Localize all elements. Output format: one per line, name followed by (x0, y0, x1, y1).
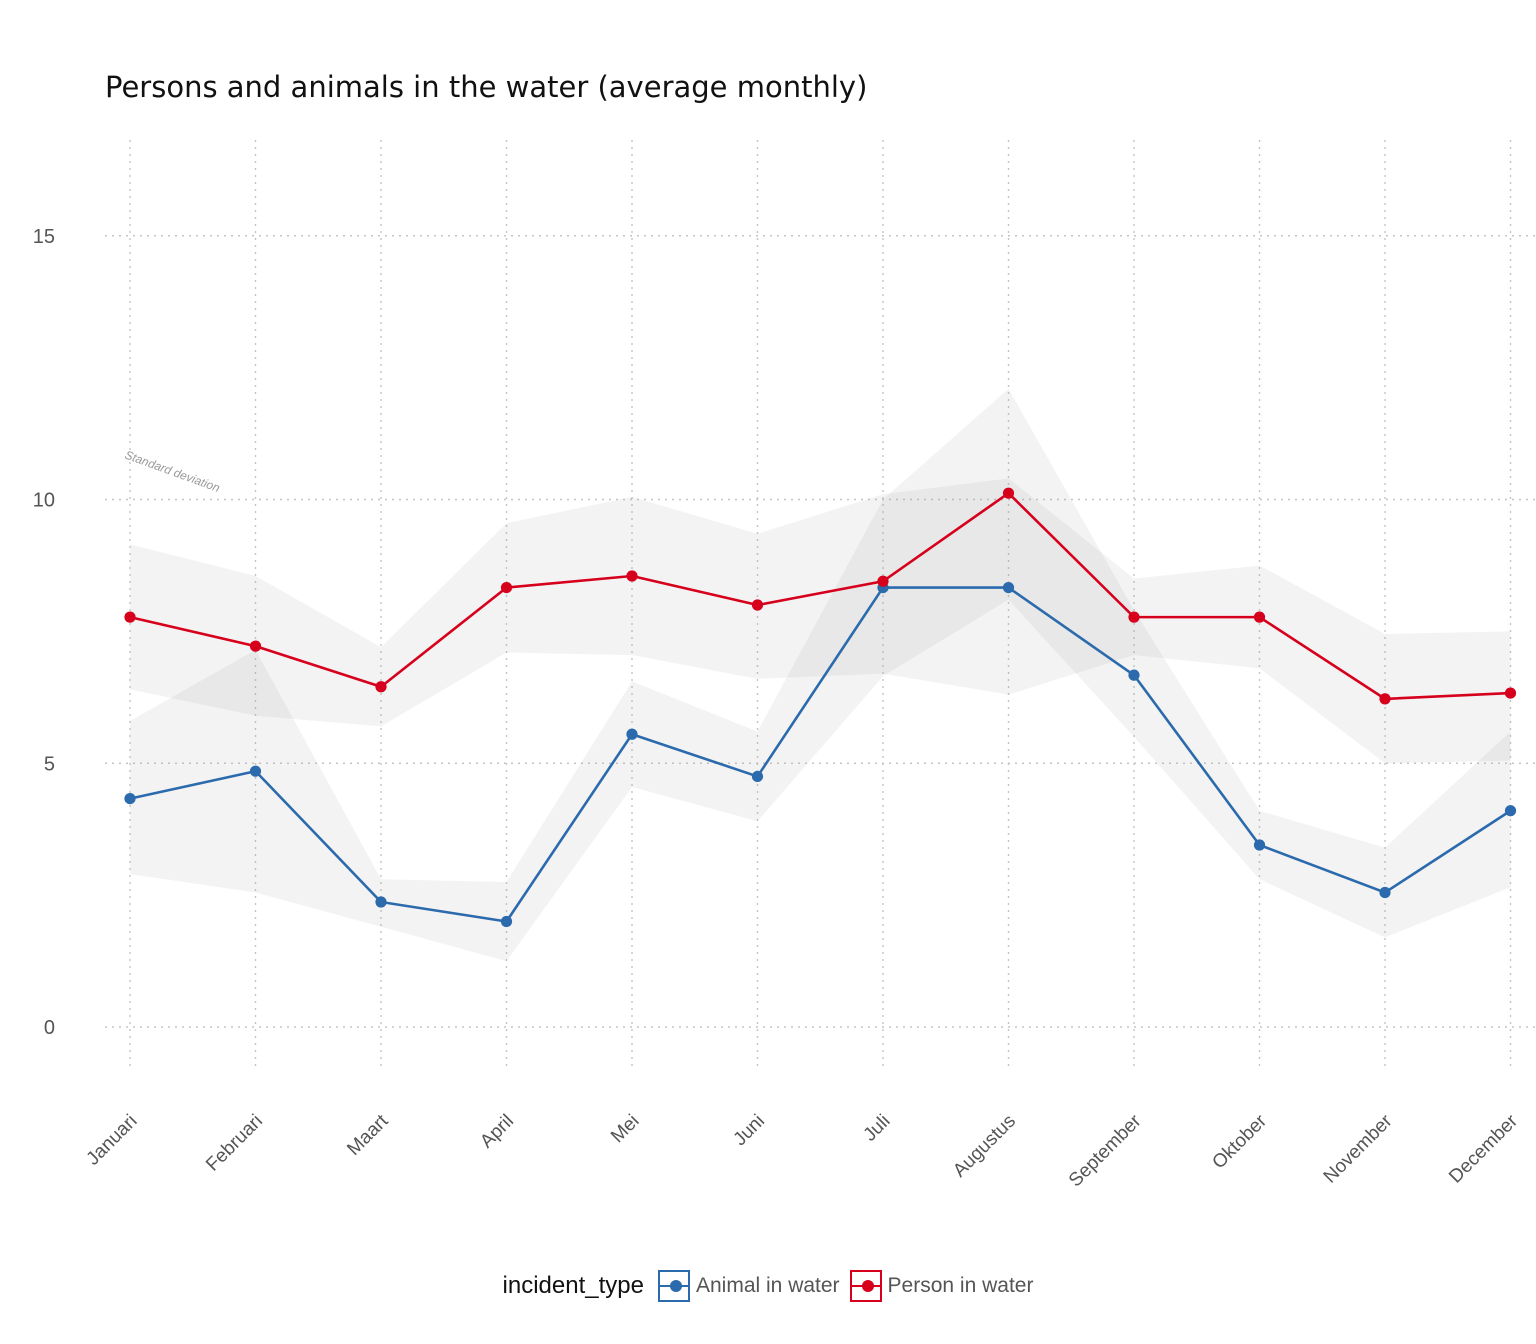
legend-key-person (849, 1270, 882, 1302)
std-band-0 (130, 388, 1511, 962)
y-tick-label: 5 (44, 753, 55, 775)
data-point-1 (626, 570, 638, 582)
data-point-1 (124, 611, 136, 623)
x-tick-label: Mei (607, 1111, 644, 1148)
x-tick-label: Juni (730, 1111, 769, 1150)
y-tick-label: 15 (33, 226, 55, 248)
data-point-1 (1504, 687, 1517, 699)
data-point-0 (1128, 669, 1140, 681)
data-point-0 (1002, 581, 1015, 594)
legend-item-animal: Animal in water (657, 1270, 840, 1302)
y-tick-labels: 0 5 10 15 (33, 226, 55, 1039)
x-tick-label: Augustus (949, 1111, 1020, 1182)
data-point-1 (751, 599, 764, 611)
x-tick-label: April (476, 1111, 518, 1153)
data-point-0 (124, 792, 136, 805)
legend-item-person: Person in water (849, 1270, 1034, 1302)
data-point-0 (375, 896, 387, 908)
data-point-1 (249, 640, 262, 652)
legend-title: incident_type (502, 1272, 644, 1299)
chart-title: Persons and animals in the water (averag… (105, 70, 868, 104)
data-point-0 (626, 728, 638, 740)
data-point-1 (877, 575, 889, 587)
series-line-1 (129, 491, 1511, 701)
x-tick-labels: Januari Februari Maart April Mei Juni Juli Augu… (83, 1110, 1523, 1191)
std-bands (130, 388, 1511, 962)
data-point-0 (1504, 805, 1517, 817)
x-tick-label: Oktober (1208, 1110, 1271, 1173)
series-points (124, 487, 1517, 928)
x-tick-label: Maart (343, 1110, 393, 1160)
legend: incident_type Animal in water Person in … (0, 1270, 1536, 1302)
data-point-1 (1128, 611, 1140, 623)
data-point-0 (249, 765, 262, 777)
data-point-1 (1379, 693, 1391, 705)
series-line-0 (129, 586, 1512, 923)
data-point-1 (500, 581, 513, 594)
legend-label-person: Person in water (887, 1274, 1034, 1297)
data-point-1 (1253, 611, 1266, 623)
y-tick-label: 0 (44, 1017, 55, 1039)
band-annotation: Standard deviation (123, 448, 222, 495)
data-point-0 (500, 915, 513, 928)
data-point-0 (1253, 839, 1266, 851)
x-tick-label: Februari (202, 1111, 267, 1176)
series-lines (129, 491, 1512, 923)
data-point-0 (1379, 886, 1391, 899)
x-tick-label: September (1065, 1110, 1146, 1191)
grid (105, 140, 1536, 1070)
data-point-0 (751, 770, 764, 783)
x-tick-label: December (1445, 1110, 1522, 1187)
legend-label-animal: Animal in water (695, 1274, 840, 1297)
x-tick-label: Januari (83, 1111, 142, 1170)
legend-key-animal (657, 1270, 690, 1302)
x-tick-label: November (1320, 1110, 1397, 1187)
std-band-1 (130, 478, 1511, 764)
data-point-1 (375, 681, 387, 693)
y-tick-label: 10 (33, 490, 55, 512)
data-point-1 (1002, 487, 1015, 499)
x-tick-label: Juli (860, 1111, 895, 1146)
